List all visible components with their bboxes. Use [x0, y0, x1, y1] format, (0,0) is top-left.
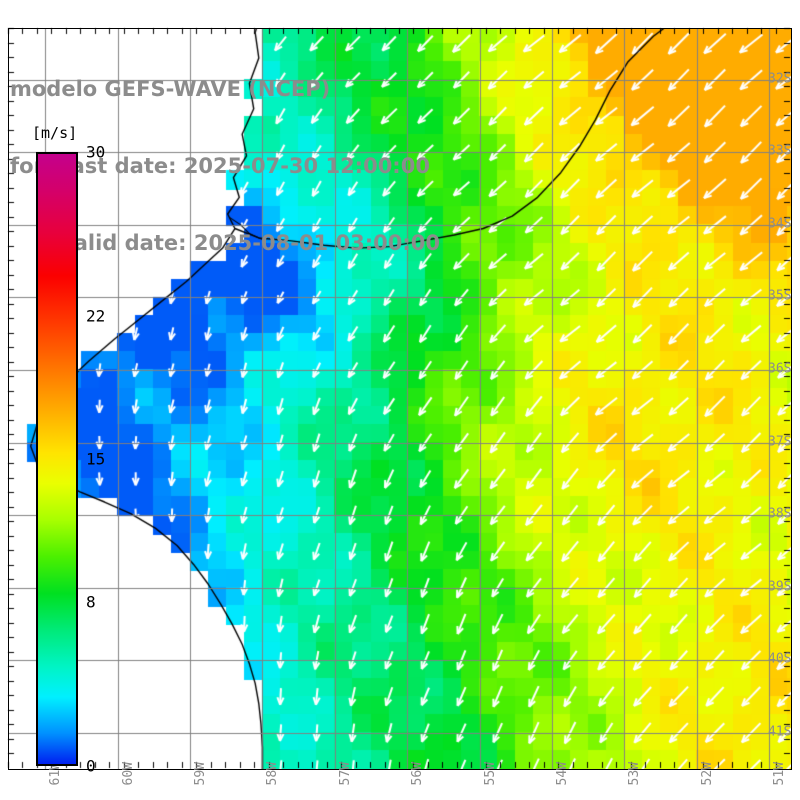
colorbar-tick-0: 0: [86, 756, 96, 776]
forecast-date-line: forecast date: 2025-07-30 12:00:00: [10, 154, 430, 179]
longitude-label-56W: 56W: [410, 762, 426, 786]
longitude-label-57W: 57W: [337, 762, 353, 786]
colorbar-gradient: [36, 152, 78, 766]
latitude-label-36S: 36S: [768, 361, 792, 377]
latitude-label-34S: 34S: [768, 216, 792, 232]
latitude-label-37S: 37S: [768, 434, 792, 450]
longitude-label-52W: 52W: [699, 762, 715, 786]
longitude-label-60W: 60W: [120, 762, 136, 786]
longitude-label-51W: 51W: [772, 762, 788, 786]
longitude-label-55W: 55W: [482, 762, 498, 786]
longitude-label-54W: 54W: [555, 762, 571, 786]
latitude-label-35S: 35S: [768, 288, 792, 304]
latitude-label-32S: 32S: [768, 71, 792, 87]
latitude-label-40S: 40S: [768, 651, 792, 667]
model-name-line: modelo GEFS-WAVE (NCEP): [10, 77, 331, 102]
latitude-label-38S: 38S: [768, 506, 792, 522]
longitude-label-58W: 58W: [265, 762, 281, 786]
latitude-label-41S: 41S: [768, 724, 792, 740]
colorbar-tick-30: 30: [86, 142, 106, 162]
colorbar-tick-8: 8: [86, 592, 96, 612]
longitude-label-53W: 53W: [627, 762, 643, 786]
latitude-label-39S: 39S: [768, 579, 792, 595]
colorbar-tick-22: 22: [86, 306, 106, 326]
valid-date-line: valid date: 2025-08-01 03:00:00: [60, 230, 440, 255]
colorbar-units-label: [m/s]: [32, 124, 78, 142]
figure-title: modelo GEFS-WAVE (NCEP) forecast date: 2…: [10, 26, 490, 308]
latitude-label-33S: 33S: [768, 143, 792, 159]
longitude-label-59W: 59W: [193, 762, 209, 786]
colorbar-tick-15: 15: [86, 449, 106, 469]
